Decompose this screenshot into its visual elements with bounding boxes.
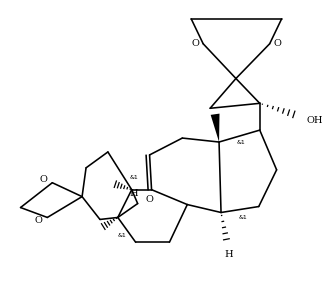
Text: O: O xyxy=(34,216,43,225)
Text: &1: &1 xyxy=(238,215,247,220)
Text: &1: &1 xyxy=(117,233,126,238)
Text: H: H xyxy=(129,189,138,198)
Text: OH: OH xyxy=(306,116,323,125)
Polygon shape xyxy=(211,113,219,142)
Text: O: O xyxy=(191,39,199,48)
Text: O: O xyxy=(146,195,153,204)
Text: &1: &1 xyxy=(236,139,245,145)
Text: H: H xyxy=(225,250,233,259)
Text: O: O xyxy=(274,39,282,48)
Text: O: O xyxy=(40,175,47,184)
Text: &1: &1 xyxy=(129,175,138,180)
